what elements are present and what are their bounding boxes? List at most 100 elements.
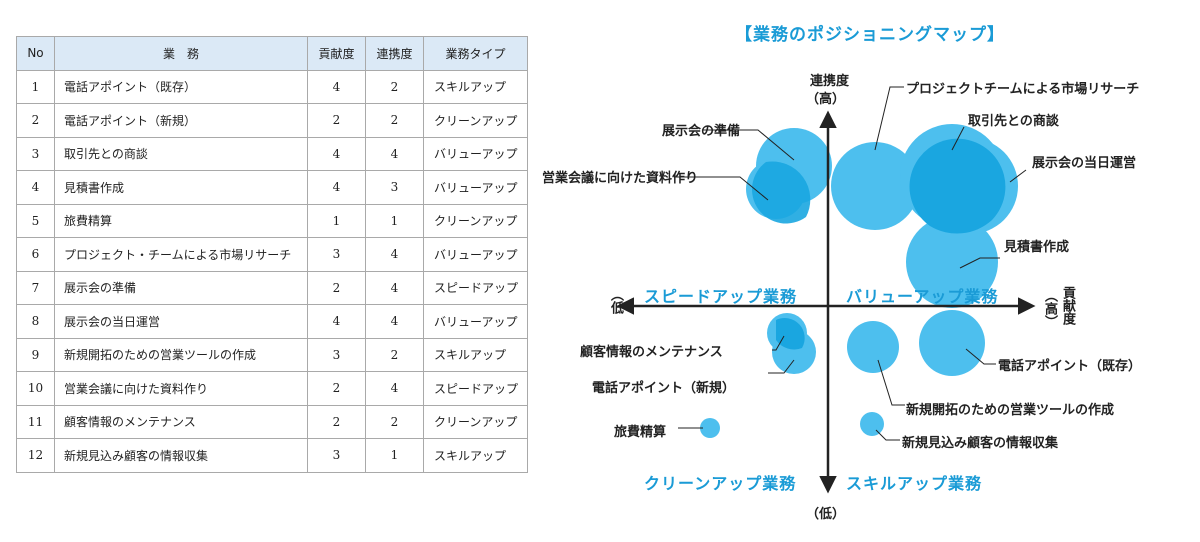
- cell-task: 旅費精算: [54, 203, 308, 238]
- x-axis-label: 貢献度: [1060, 286, 1075, 325]
- cell-task: 取引先との商談: [54, 136, 308, 171]
- cell-task-type: バリューアップ: [423, 304, 528, 339]
- table-header-row: No 業 務 貢献度 連携度 業務タイプ: [16, 36, 528, 71]
- header-no: No: [16, 36, 55, 71]
- x-axis-low: （低: [608, 288, 623, 314]
- label-negotiation: 取引先との商談: [968, 114, 1059, 129]
- cell-collaboration: 4: [365, 136, 424, 171]
- bubble-overlaps: [752, 138, 1006, 350]
- table-row: 2 電話アポイント（新規） 2 2 クリーンアップ: [16, 103, 528, 138]
- bubble-research: [831, 142, 919, 230]
- cell-no: 3: [16, 136, 55, 171]
- cell-task: 展示会の当日運営: [54, 304, 308, 339]
- label-travel: 旅費精算: [614, 425, 667, 440]
- label-customer-info: 顧客情報のメンテナンス: [580, 345, 723, 360]
- cell-collaboration: 1: [365, 203, 424, 238]
- cell-task-type: クリーンアップ: [423, 103, 528, 138]
- table-row: 9 新規開拓のための営業ツールの作成 3 2 スキルアップ: [16, 337, 528, 372]
- leader-lines: [674, 86, 1027, 441]
- header-contribution: 貢献度: [307, 36, 366, 71]
- bubble-sales-tool: [847, 321, 899, 373]
- cell-contribution: 2: [307, 371, 366, 406]
- table-row: 10 営業会議に向けた資料作り 2 4 スピードアップ: [16, 371, 528, 406]
- cell-task: 電話アポイント（既存）: [54, 69, 308, 104]
- cell-collaboration: 4: [365, 304, 424, 339]
- cell-contribution: 4: [307, 136, 366, 171]
- label-prospect: 新規見込み顧客の情報収集: [902, 436, 1059, 451]
- map-graphics: [616, 86, 1036, 494]
- cell-collaboration: 2: [365, 103, 424, 138]
- cell-task: プロジェクト・チームによる市場リサーチ: [54, 237, 308, 272]
- cell-contribution: 1: [307, 203, 366, 238]
- cell-collaboration: 2: [365, 404, 424, 439]
- y-axis-label: 連携度: [810, 74, 850, 89]
- quadrant-cleanup: クリーンアップ業務: [644, 474, 797, 493]
- quadrant-valueup: バリューアップ業務: [846, 287, 999, 306]
- cell-no: 6: [16, 237, 55, 272]
- cell-collaboration: 1: [365, 438, 424, 473]
- label-call-existing: 電話アポイント（既存）: [998, 359, 1142, 374]
- cell-collaboration: 4: [365, 371, 424, 406]
- table-row: 11 顧客情報のメンテナンス 2 2 クリーンアップ: [16, 404, 528, 439]
- header-collaboration: 連携度: [365, 36, 424, 71]
- label-sales-tool: 新規開拓のための営業ツールの作成: [906, 403, 1115, 418]
- label-prep: 展示会の準備: [662, 124, 741, 139]
- bubble-estimate: [906, 216, 998, 308]
- label-estimate: 見積書作成: [1004, 240, 1070, 255]
- cell-task-type: スピードアップ: [423, 371, 528, 406]
- cell-task-type: クリーンアップ: [423, 404, 528, 439]
- cell-no: 4: [16, 170, 55, 205]
- cell-contribution: 4: [307, 170, 366, 205]
- cell-no: 1: [16, 69, 55, 104]
- cell-task: 展示会の準備: [54, 270, 308, 305]
- cell-contribution: 4: [307, 69, 366, 104]
- cell-contribution: 3: [307, 438, 366, 473]
- cell-no: 8: [16, 304, 55, 339]
- cell-collaboration: 2: [365, 337, 424, 372]
- table-row: 6 プロジェクト・チームによる市場リサーチ 3 4 バリューアップ: [16, 237, 528, 272]
- header-task-type: 業務タイプ: [423, 36, 528, 71]
- quadrant-speedup: スピードアップ業務: [644, 287, 798, 306]
- cell-task: 新規見込み顧客の情報収集: [54, 438, 308, 473]
- table-row: 12 新規見込み顧客の情報収集 3 1 スキルアップ: [16, 438, 528, 473]
- cell-contribution: 3: [307, 337, 366, 372]
- cell-task-type: スキルアップ: [423, 337, 528, 372]
- table-row: 4 見積書作成 4 3 バリューアップ: [16, 170, 528, 205]
- cell-task-type: バリューアップ: [423, 136, 528, 171]
- cell-task-type: バリューアップ: [423, 170, 528, 205]
- quadrant-skillup: スキルアップ業務: [846, 474, 983, 493]
- y-axis-low: （低）: [806, 507, 846, 522]
- cell-no: 5: [16, 203, 55, 238]
- cell-no: 11: [16, 404, 55, 439]
- y-axis-high: （高）: [806, 92, 846, 107]
- bubble-call-existing: [919, 310, 985, 376]
- cell-no: 10: [16, 371, 55, 406]
- positioning-map: 【業務のポジショニングマップ】 連携度 （高） （低） （低 （高） 貢献度 ス…: [540, 0, 1200, 542]
- cell-collaboration: 2: [365, 69, 424, 104]
- x-axis-high: （高）: [1042, 289, 1057, 328]
- cell-no: 7: [16, 270, 55, 305]
- cell-task: 見積書作成: [54, 170, 308, 205]
- cell-task-type: スキルアップ: [423, 438, 528, 473]
- table-row: 5 旅費精算 1 1 クリーンアップ: [16, 203, 528, 238]
- cell-collaboration: 4: [365, 270, 424, 305]
- table-row: 3 取引先との商談 4 4 バリューアップ: [16, 136, 528, 171]
- cell-no: 12: [16, 438, 55, 473]
- cell-contribution: 4: [307, 304, 366, 339]
- cell-contribution: 2: [307, 404, 366, 439]
- bubble-travel: [700, 418, 720, 438]
- cell-task: 顧客情報のメンテナンス: [54, 404, 308, 439]
- map-title: 【業務のポジショニングマップ】: [735, 25, 1005, 45]
- cell-task-type: クリーンアップ: [423, 203, 528, 238]
- cell-contribution: 2: [307, 270, 366, 305]
- cell-collaboration: 4: [365, 237, 424, 272]
- cell-contribution: 2: [307, 103, 366, 138]
- cell-task: 新規開拓のための営業ツールの作成: [54, 337, 308, 372]
- cell-task: 営業会議に向けた資料作り: [54, 371, 308, 406]
- cell-contribution: 3: [307, 237, 366, 272]
- cell-collaboration: 3: [365, 170, 424, 205]
- header-task: 業 務: [54, 36, 308, 71]
- cell-task-type: バリューアップ: [423, 237, 528, 272]
- label-call-new: 電話アポイント（新規）: [592, 381, 736, 396]
- cell-task-type: スキルアップ: [423, 69, 528, 104]
